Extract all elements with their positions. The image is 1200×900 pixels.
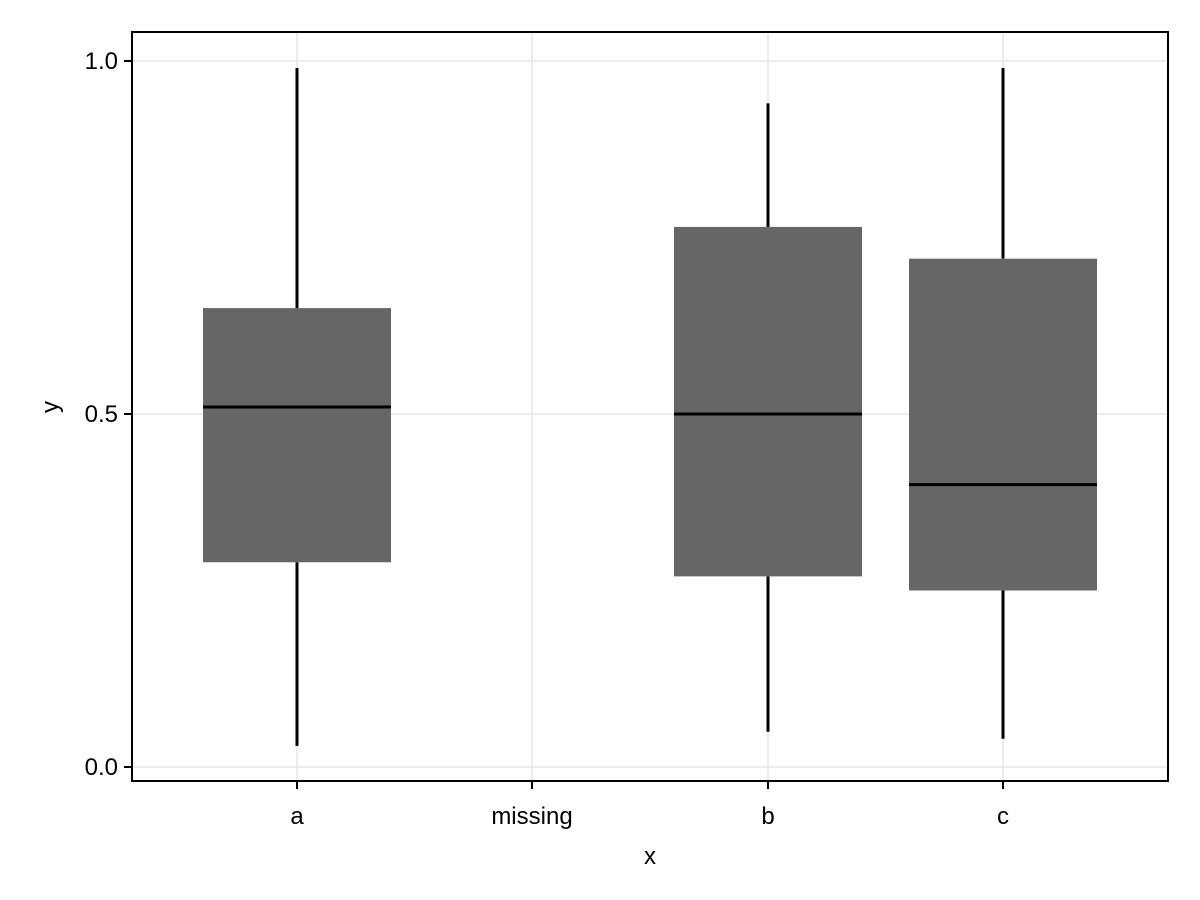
x-axis-label: x <box>644 843 656 870</box>
x-tick-label: missing <box>491 803 572 830</box>
plot-frame <box>131 31 1169 782</box>
y-axis-label: y <box>37 401 64 413</box>
box-layer <box>203 68 1097 746</box>
x-tick-label: b <box>761 803 774 830</box>
y-tick-label: 0.5 <box>85 401 118 428</box>
box-a <box>203 308 391 563</box>
box-c <box>909 258 1097 591</box>
box-b <box>674 226 862 577</box>
y-tick-label: 1.0 <box>85 48 118 75</box>
y-tick-label: 0.0 <box>85 754 118 781</box>
x-tick-label: a <box>290 803 304 830</box>
tick-layer: 0.0 0.5 1.0 a missing b c <box>85 48 1009 830</box>
x-tick-label: c <box>997 803 1009 830</box>
